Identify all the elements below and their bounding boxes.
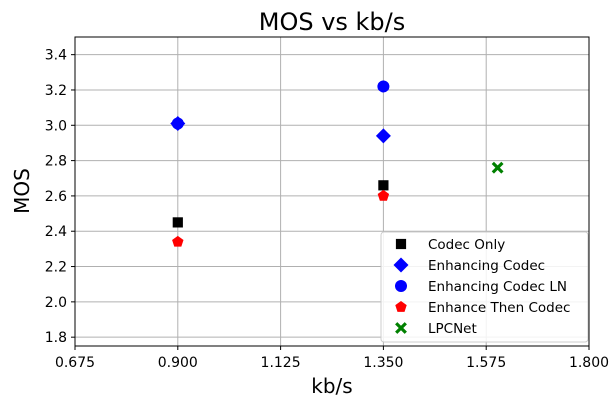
data-point — [377, 80, 390, 93]
legend-box — [380, 231, 589, 343]
data-point — [172, 217, 183, 228]
grid — [74, 37, 590, 346]
data-points — [170, 80, 504, 247]
y-tick-label: 3.4 — [45, 48, 67, 64]
legend-label: Enhancing Codec — [428, 258, 545, 274]
y-tick-label: 2.0 — [45, 295, 67, 311]
y-tick-label: 3.2 — [45, 83, 67, 99]
x-tick-label: 1.800 — [569, 355, 609, 371]
legend: Codec Only Enhancing Codec Enhancing Codec… — [380, 231, 589, 343]
legend-label: Enhancing Codec LN — [428, 279, 567, 295]
legend-marker — [395, 301, 407, 312]
data-point — [378, 180, 389, 191]
x-tick-label: 1.350 — [363, 355, 403, 371]
legend-marker — [395, 322, 407, 334]
y-tick-label: 2.8 — [45, 154, 67, 170]
data-point — [171, 117, 184, 130]
x-tick-label: 1.575 — [466, 355, 506, 371]
plot-area-frame — [74, 36, 590, 347]
legend-label: Enhance Then Codec — [428, 300, 570, 316]
y-tick-label: 1.8 — [45, 330, 67, 346]
legend-label: Codec Only — [428, 237, 505, 253]
y-axis-label: MOS — [10, 168, 34, 214]
legend-label: LPCNet — [428, 321, 477, 337]
y-tick-label: 3.0 — [45, 118, 67, 134]
x-tick-label: 1.125 — [261, 355, 301, 371]
y-tick-label: 2.2 — [45, 260, 67, 276]
x-tick-label: 0.675 — [55, 355, 95, 371]
y-tick-label: 2.4 — [45, 224, 67, 240]
y-tick-label: 2.6 — [45, 189, 67, 205]
x-tick-label: 0.900 — [158, 355, 198, 371]
legend-marker — [395, 280, 407, 292]
data-point — [172, 235, 184, 247]
data-point — [377, 189, 390, 201]
data-point — [375, 128, 391, 144]
y-axis-ticks: 1.8 2.0 2.2 2.4 2.6 2.8 3.0 3.2 3.4 — [45, 48, 75, 346]
legend-marker — [393, 257, 409, 273]
chart-title: MOS vs kb/s — [259, 8, 406, 36]
x-axis-ticks: 0.675 0.900 1.125 1.350 1.575 1.800 — [55, 346, 609, 371]
legend-marker — [395, 238, 407, 250]
x-axis-label: kb/s — [311, 374, 352, 398]
data-point — [491, 161, 504, 174]
